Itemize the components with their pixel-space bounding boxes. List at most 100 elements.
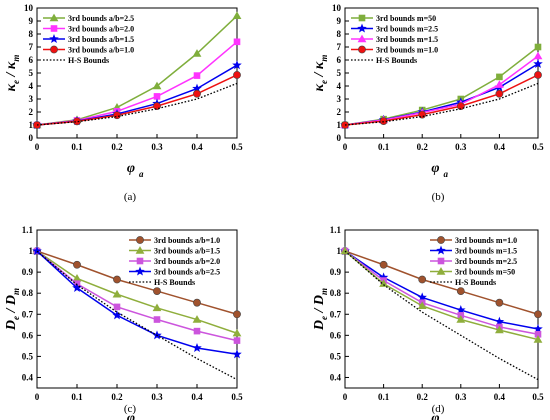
legend-swatch-marker [358,45,366,54]
series-line [344,250,539,315]
data-point [378,272,389,282]
legend-swatch-marker [436,267,446,275]
series-line [36,64,238,126]
y-tick-label: 9 [29,16,34,26]
data-point [533,51,543,60]
series-4 [33,71,241,129]
data-point [379,260,388,269]
x-tick-label: 0.2 [417,142,429,152]
y-tick-label: 3 [29,94,34,104]
data-point [113,303,121,311]
y-axis-label: κe / κm [312,55,329,92]
x-tick-label: 0.1 [71,142,83,152]
series-line [36,250,238,334]
data-point [232,328,242,337]
series-4 [340,246,543,343]
legend-entry-label: 3rd bounds m=50 [376,14,436,23]
series-line [344,55,539,126]
data-point [193,327,201,335]
chart-panel-1: 0 0.1 0.2 0.3 0.4 0.5 0 1 2 3 4 5 6 7 8 9 10 3rd bounds a… [4,3,243,203]
data-point [456,305,466,315]
y-axis-label: De / Dm [4,288,21,331]
y-axis-label: κe / κm [4,55,21,92]
series-2 [33,38,241,129]
series-line [344,250,539,336]
y-tick-label: 0 [29,133,34,143]
data-point [495,298,504,307]
x-tick-label: 0.5 [532,392,544,402]
series-line [36,74,238,126]
series-5 [36,250,238,381]
data-point [495,89,504,98]
y-tick-label: 10 [24,3,34,13]
y-tick-label: 1.1 [330,225,342,235]
y-tick-label: 7 [337,42,342,52]
x-tick-label: 0.3 [455,142,467,152]
series-line [36,250,238,356]
data-point [417,301,427,310]
data-point [534,43,542,51]
legend-swatch-marker [135,266,145,276]
y-tick-label: 0.6 [330,330,342,340]
x-tick-label: 0 [35,142,40,152]
panel-label: (c) [124,403,137,415]
x-tick-label: 0.1 [378,142,390,152]
y-tick-label: 0.5 [22,351,34,361]
y-tick-label: 2 [337,107,342,117]
data-point [495,80,504,88]
data-point [533,58,543,68]
x-tick-label: 0 [343,392,348,402]
y-tick-label: 1.1 [22,225,34,235]
data-point [73,117,81,126]
data-point [495,325,504,334]
series-5 [344,82,539,126]
data-point [456,287,465,295]
x-axis-label: φ [127,411,135,420]
legend-swatch-marker [136,257,144,265]
y-tick-label: 8 [337,29,342,39]
legend-entry-label: 3rd bounds m=2.5 [376,25,438,34]
series-line [344,250,539,330]
data-point [534,71,542,79]
data-point [496,73,503,81]
x-tick-label: 0.3 [151,142,163,152]
x-tick-label: 0 [35,392,40,402]
data-point [533,324,543,334]
data-point [193,298,201,307]
series-line [36,250,238,381]
legend-entry-label: 3rd bounds m=2.5 [455,257,517,266]
x-tick-label: 0.1 [71,392,83,402]
data-point [112,289,122,298]
x-tick-label: 0.1 [378,392,390,402]
series-3 [32,60,242,130]
y-tick-label: 1 [29,120,34,130]
series-1 [341,43,542,129]
x-tick-label: 0.5 [231,142,243,152]
data-point [533,335,543,343]
legend-entry-label: 3rd bounds a/b=1.0 [68,46,134,55]
legend-entry-label: 3rd bounds a/b=2.0 [68,25,134,34]
y-tick-label: 6 [337,55,342,65]
legend-entry-label: 3rd bounds a/b=1.5 [154,247,220,256]
plot-frame [36,7,238,139]
legend-swatch-marker [135,246,145,254]
legend-entry-label: 3rd bounds a/b=1.0 [154,236,220,245]
x-axis-label-subscript: a [139,169,144,179]
series-4 [341,71,542,129]
legend-entry-label: 3rd bounds m=1.0 [455,236,517,245]
legend-entry-label: H-S Bounds [455,278,496,287]
legend-entry-label: 3rd bounds m=50 [455,268,515,277]
x-tick-label: 0.5 [532,142,544,152]
panel-label: (d) [432,403,445,415]
data-point [113,275,121,284]
legend-swatch-marker [357,34,367,43]
plot-frame [344,7,539,139]
legend-swatch-marker [136,236,144,244]
chart-panel-2: 0 0.1 0.2 0.3 0.4 0.5 0 1 2 3 4 5 6 7 8 9 10 3rd bounds m… [312,3,544,203]
series-line [344,250,539,341]
x-axis-label: φ [431,161,439,176]
y-tick-label: 0.5 [330,351,342,361]
x-tick-label: 0.3 [455,392,467,402]
